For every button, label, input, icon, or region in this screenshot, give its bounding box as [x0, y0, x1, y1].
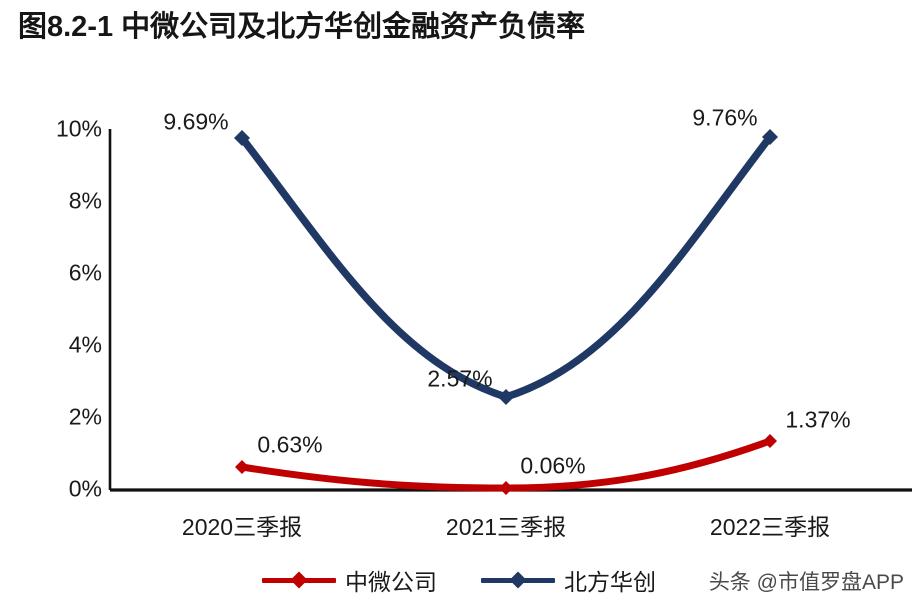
- data-label-beifang-2021: 2.57%: [427, 365, 493, 392]
- data-label-beifang-2022: 9.76%: [692, 104, 758, 131]
- x-tick-label: 2022三季报: [709, 514, 831, 540]
- data-label-zhongwei-2022: 1.37%: [785, 406, 851, 433]
- data-point-marker: [234, 130, 250, 146]
- series-markers-beifang-huachuang: [234, 129, 778, 405]
- series-line-beifang-huachuang: [238, 133, 774, 401]
- y-tick-label: 0%: [68, 475, 102, 502]
- y-tick-label: 10%: [55, 115, 102, 142]
- data-label-zhongwei-2021: 0.06%: [520, 452, 586, 479]
- x-tick-label: 2020三季报: [181, 514, 303, 540]
- y-tick-label: 2%: [68, 403, 102, 430]
- y-axis-tick-labels: 10% 8% 6% 4% 2% 0%: [22, 0, 102, 606]
- data-point-marker: [762, 129, 778, 145]
- data-point-marker: [498, 389, 514, 405]
- y-tick-label: 6%: [68, 259, 102, 286]
- data-point-marker: [763, 434, 777, 448]
- data-label-beifang-2020: 9.69%: [163, 108, 229, 135]
- y-tick-label: 4%: [68, 331, 102, 358]
- y-tick-label: 8%: [68, 187, 102, 214]
- data-point-marker: [499, 481, 513, 495]
- x-tick-label: 2021三季报: [445, 514, 567, 540]
- series-markers-zhongwei-gongsi: [235, 434, 777, 495]
- watermark: 头条 @市值罗盘APP: [708, 571, 904, 594]
- data-label-zhongwei-2020: 0.63%: [257, 431, 323, 458]
- page-title: 图8.2-1 中微公司及北方华创金融资产负债率: [18, 11, 586, 43]
- data-point-marker: [235, 460, 249, 474]
